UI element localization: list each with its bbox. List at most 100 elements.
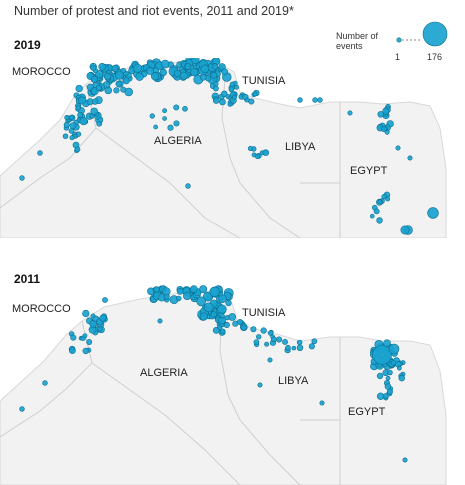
map-2011: MOROCCO ALGERIA TUNISIA LIBYA EGYPT [0,285,447,485]
event-dot [390,360,397,366]
event-dot [219,98,226,106]
event-dot [213,81,219,87]
event-dot [75,105,81,111]
event-dot [237,318,243,325]
event-dot [311,338,318,345]
event-dot [89,320,97,328]
event-dot [146,66,155,75]
land-base [0,59,447,238]
event-dot [190,68,199,77]
event-dot [122,77,130,85]
event-dot [69,135,75,141]
label-tunisia: TUNISIA [242,307,286,319]
legend-large-circle [422,21,448,47]
map-2019: MOROCCO ALGERIA TUNISIA LIBYA EGYPT [0,58,447,238]
event-dot [264,341,270,347]
event-dot [384,383,392,390]
event-dot [113,87,120,94]
event-dot [69,114,75,120]
legend-title: Number of events [336,31,379,51]
event-dot [373,208,380,215]
event-dot [167,124,174,131]
event-dot [347,110,353,116]
event-dot [185,183,191,189]
event-dot [248,98,255,105]
event-dot [250,326,257,333]
event-dot [212,97,220,104]
event-dot [221,90,228,98]
event-dot [297,97,303,103]
event-dot [242,93,249,101]
event-dot [98,63,106,71]
event-dot [99,314,107,322]
event-dot [211,63,219,70]
event-dot [209,286,220,297]
event-dot [282,338,288,345]
event-dot [203,302,214,313]
event-dot [97,326,103,332]
event-dot [173,120,180,127]
event-dot [199,312,208,321]
country-labels: MOROCCO ALGERIA TUNISIA LIBYA EGYPT [12,303,386,418]
event-dot [92,98,99,105]
event-dot [296,344,304,352]
event-dot [271,336,277,343]
event-dot [90,107,98,116]
event-dot [95,85,102,92]
event-dot [191,58,200,65]
event-dot [104,86,113,95]
event-dot [86,339,93,345]
event-dot [232,94,238,100]
event-dot [240,324,247,331]
country-labels: MOROCCO ALGERIA TUNISIA LIBYA EGYPT [12,66,388,177]
event-dot [160,59,170,69]
event-dot [173,104,180,111]
event-dot [212,327,220,334]
event-dot [388,343,400,355]
event-dot [96,120,103,127]
event-dot [75,84,83,93]
event-dot [90,75,98,83]
event-dot [221,68,229,76]
event-dot [153,286,160,293]
event-dot [377,199,383,205]
event-dot [228,86,235,93]
event-dot [218,316,226,325]
chart-title: Number of protest and riot events, 2011 … [14,4,294,18]
event-dot [376,217,383,224]
legend-max: 176 [427,52,443,62]
event-dot [184,63,192,70]
event-dot [385,375,391,381]
label-egypt: EGYPT [348,406,386,418]
event-dot [407,155,413,161]
event-dot [69,347,76,354]
event-dot [285,344,291,351]
event-dot [369,213,375,219]
event-dot [120,86,127,93]
event-dot [395,145,401,151]
event-dot [19,175,25,181]
event-dot [380,126,387,132]
event-dot [149,113,155,119]
label-morocco: MOROCCO [12,303,71,315]
event-dot [37,150,43,156]
event-dot [159,68,167,77]
event-dot [79,117,88,126]
event-dot [218,294,227,304]
event-dot [19,406,25,412]
legend-small-circle [396,37,402,43]
label-egypt: EGYPT [350,165,388,177]
event-dot [256,334,262,340]
event-dot [212,85,219,92]
event-dot [210,72,218,79]
year-label-2019: 2019 [14,38,41,52]
event-dot [70,334,77,341]
event-dot [262,149,270,156]
event-dot [102,297,108,303]
event-dot [312,97,318,103]
event-dot [227,102,233,107]
event-dot [381,194,387,200]
event-dots-2019 [19,58,439,235]
event-dot [386,388,393,395]
event-dot [223,321,230,329]
